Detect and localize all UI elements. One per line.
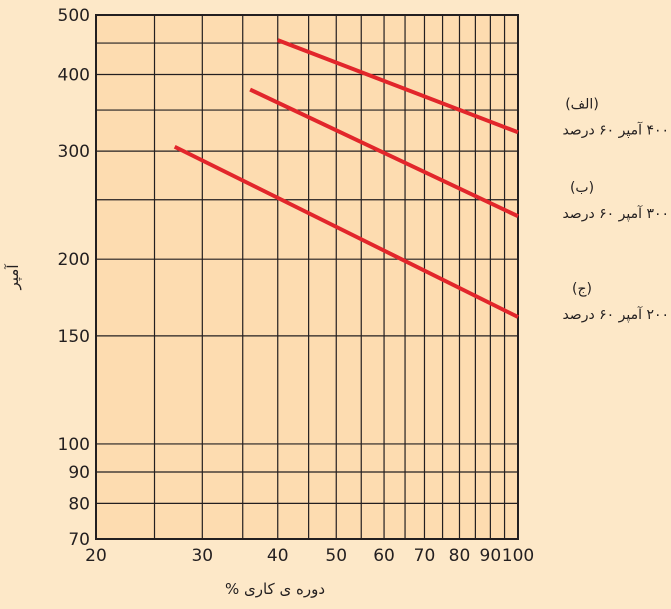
x-tick-label: 80 <box>449 546 471 566</box>
series-line <box>173 144 519 319</box>
series-name-label: ۳۰۰ آمپر ۶۰ درصد <box>562 205 669 222</box>
x-tick-label: 90 <box>480 546 502 566</box>
y-tick-label: 80 <box>68 494 90 514</box>
x-tick-label: 70 <box>414 546 436 566</box>
x-tick-label: 50 <box>325 546 347 566</box>
y-tick-label: 100 <box>58 435 90 455</box>
y-tick-label: 300 <box>58 142 90 162</box>
y-axis-ticks: 70 80 90 100 150 200 300 400 500 <box>58 6 90 550</box>
y-tick-label: 150 <box>58 327 90 347</box>
series-line <box>277 38 519 135</box>
x-axis-ticks: 20 30 40 50 60 70 80 90 100 <box>85 546 534 566</box>
x-tick-label: 60 <box>373 546 395 566</box>
x-tick-label: 30 <box>191 546 213 566</box>
x-axis-label: دوره ی کاری % <box>225 580 325 598</box>
y-axis-label: آمپر <box>4 264 23 291</box>
y-tick-label: 400 <box>58 65 90 85</box>
x-tick-label: 100 <box>502 546 534 566</box>
series-name-label: ۴۰۰ آمپر ۶۰ درصد <box>562 121 669 138</box>
y-tick-label: 200 <box>58 250 90 270</box>
plot-area <box>96 15 518 539</box>
grid <box>95 14 519 540</box>
series-tag-label: (ج) <box>572 281 592 297</box>
series-lines <box>173 38 519 319</box>
series-tag-label: (الف) <box>565 96 599 112</box>
y-tick-label: 70 <box>68 530 90 550</box>
y-tick-label: 500 <box>58 6 90 26</box>
series-tag-label: (ب) <box>570 180 594 196</box>
series-line <box>249 87 519 219</box>
series-labels: (الف) ۴۰۰ آمپر ۶۰ درصد (ب) ۳۰۰ آمپر ۶۰ درصد… <box>562 96 669 323</box>
y-tick-label: 90 <box>68 463 90 483</box>
plot-frame <box>95 14 519 540</box>
x-tick-label: 20 <box>85 546 107 566</box>
x-tick-label: 40 <box>267 546 289 566</box>
series-name-label: ۲۰۰ آمپر ۶۰ درصد <box>562 306 669 323</box>
